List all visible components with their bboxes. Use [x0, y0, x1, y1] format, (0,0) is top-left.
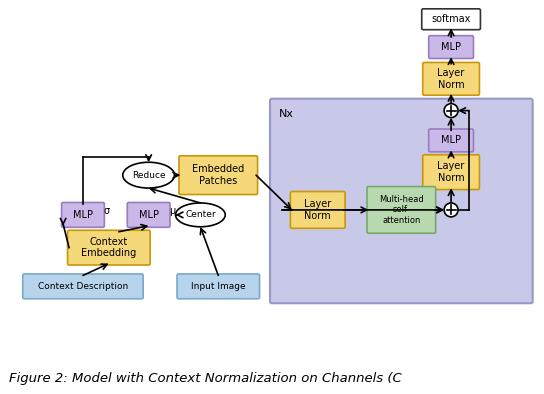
FancyBboxPatch shape — [127, 203, 170, 227]
Circle shape — [444, 203, 458, 217]
FancyBboxPatch shape — [422, 9, 480, 30]
Ellipse shape — [176, 203, 225, 227]
FancyBboxPatch shape — [23, 274, 143, 299]
Text: Context
Embedding: Context Embedding — [81, 237, 137, 258]
Text: Multi-head
self-
attention: Multi-head self- attention — [379, 195, 424, 225]
FancyBboxPatch shape — [367, 187, 436, 233]
Text: Reduce: Reduce — [132, 171, 165, 180]
FancyBboxPatch shape — [423, 155, 479, 190]
Text: Layer
Norm: Layer Norm — [304, 199, 331, 221]
Text: σ: σ — [104, 206, 110, 216]
Text: softmax: softmax — [431, 14, 471, 24]
Text: MLP: MLP — [441, 42, 461, 52]
Text: Context Description: Context Description — [38, 282, 128, 291]
FancyBboxPatch shape — [67, 230, 150, 265]
Ellipse shape — [123, 162, 175, 188]
Text: Input Image: Input Image — [191, 282, 245, 291]
Text: Figure 2: Model with Context Normalization on Channels (C: Figure 2: Model with Context Normalizati… — [9, 372, 402, 385]
Text: μ: μ — [170, 206, 176, 216]
FancyBboxPatch shape — [270, 99, 533, 303]
Text: Layer
Norm: Layer Norm — [437, 162, 465, 183]
FancyBboxPatch shape — [177, 274, 259, 299]
FancyBboxPatch shape — [290, 191, 345, 228]
Text: Embedded
Patches: Embedded Patches — [192, 164, 244, 186]
FancyBboxPatch shape — [423, 63, 479, 95]
Circle shape — [444, 104, 458, 117]
Text: MLP: MLP — [73, 210, 93, 220]
FancyBboxPatch shape — [429, 129, 473, 152]
FancyBboxPatch shape — [429, 35, 473, 58]
FancyBboxPatch shape — [61, 203, 104, 227]
Text: Center: Center — [185, 210, 215, 219]
Text: Nx: Nx — [279, 109, 294, 119]
Text: MLP: MLP — [441, 136, 461, 145]
FancyBboxPatch shape — [179, 156, 257, 195]
Text: MLP: MLP — [139, 210, 159, 220]
Text: Layer
Norm: Layer Norm — [437, 68, 465, 90]
